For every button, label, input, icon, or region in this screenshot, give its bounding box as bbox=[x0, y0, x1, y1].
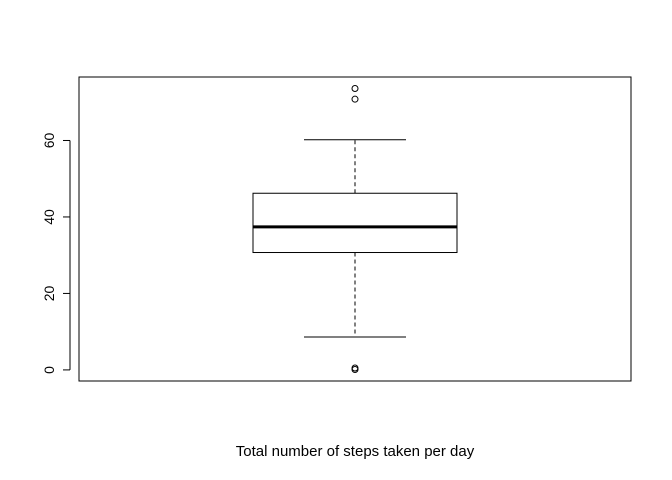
y-tick-label: 60 bbox=[41, 132, 57, 148]
y-tick-label: 0 bbox=[41, 366, 57, 374]
plot-frame bbox=[78, 76, 632, 382]
outlier-point bbox=[351, 364, 359, 372]
y-tick-label: 20 bbox=[41, 285, 57, 301]
y-tick-label: 40 bbox=[41, 209, 57, 225]
iqr-box bbox=[252, 192, 458, 254]
outlier-point bbox=[351, 84, 359, 92]
x-axis-title: Total number of steps taken per day bbox=[236, 443, 475, 460]
outlier-point bbox=[351, 95, 359, 103]
chart-marks: 0 20 40 60 bbox=[41, 76, 632, 382]
